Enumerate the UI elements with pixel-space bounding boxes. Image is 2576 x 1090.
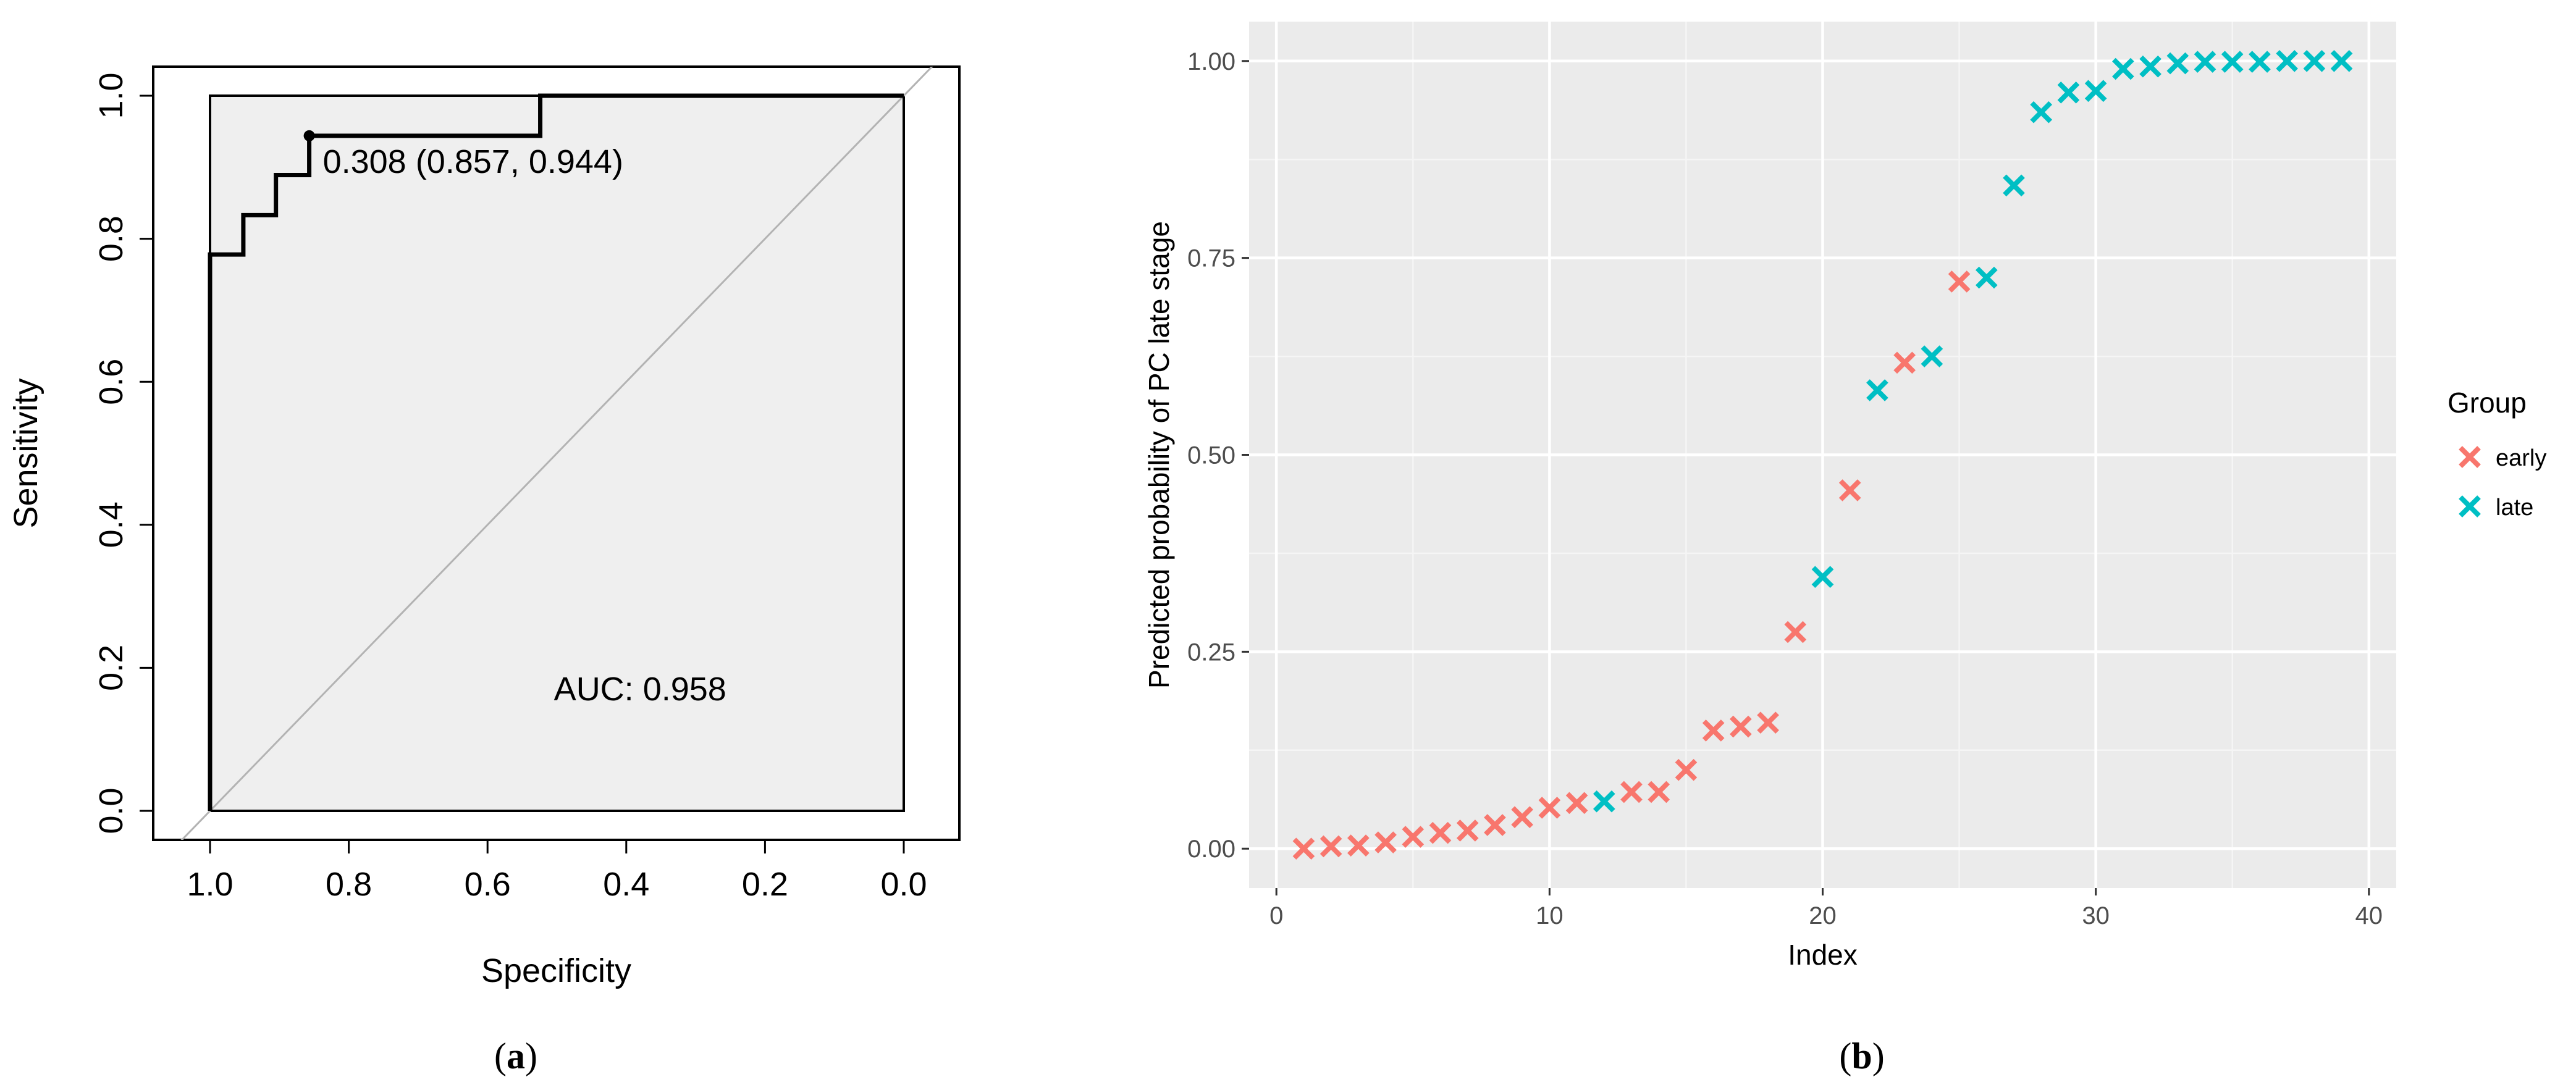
point-late xyxy=(1866,379,1888,401)
scatter-points xyxy=(1292,49,2353,860)
scatter-y-axis-title: Predicted probability of PC late stage xyxy=(1143,221,1175,689)
roc-plot-frame xyxy=(152,65,961,841)
point-late xyxy=(2003,174,2025,197)
scatter-x-axis-title: Index xyxy=(1788,939,1858,971)
point-early xyxy=(1456,820,1479,842)
point-late xyxy=(2330,49,2353,72)
roc-y-tick-label: 1.0 xyxy=(93,72,130,119)
roc-x-tick-label: 0.6 xyxy=(465,866,511,903)
point-late xyxy=(2276,49,2298,72)
point-late xyxy=(2030,101,2053,124)
point-late xyxy=(2166,52,2189,75)
point-late xyxy=(2057,81,2080,104)
point-late xyxy=(2112,57,2134,80)
legend-label: late xyxy=(2496,495,2533,521)
panel-a-caption: (a) xyxy=(494,1036,537,1076)
point-late xyxy=(1593,790,1615,813)
panel-b-caption: (b) xyxy=(1839,1036,1884,1076)
point-early xyxy=(1484,814,1506,836)
roc-y-axis-title: Sensitivity xyxy=(7,378,44,528)
scatter-x-axis: 0 10 20 30 40 xyxy=(1269,888,2383,929)
point-late xyxy=(1811,566,1834,589)
point-late xyxy=(1975,266,1998,289)
point-early xyxy=(1347,834,1370,857)
scatter-x-tick-label: 0 xyxy=(1269,902,1283,929)
point-late xyxy=(2084,80,2107,103)
point-early xyxy=(1893,351,1916,374)
legend-entry-early: early xyxy=(2459,445,2546,471)
legend-title: Group xyxy=(2448,387,2527,419)
point-early xyxy=(1402,826,1425,848)
roc-y-tick-label: 0.4 xyxy=(93,501,130,548)
point-early xyxy=(1565,792,1588,815)
scatter-x-tick-label: 30 xyxy=(2082,902,2110,929)
roc-y-tick-label: 0.6 xyxy=(93,359,130,405)
scatter-y-tick-label: 0.00 xyxy=(1187,836,1235,863)
point-late xyxy=(2194,51,2216,73)
legend-entry-late: late xyxy=(2459,495,2533,521)
scatter-x-tick-label: 40 xyxy=(2355,902,2383,929)
legend-key-late xyxy=(2459,495,2481,518)
point-early xyxy=(1292,837,1315,860)
scatter-x-tick-label: 20 xyxy=(1809,902,1837,929)
legend-label: early xyxy=(2496,445,2546,471)
point-early xyxy=(1730,715,1752,738)
point-late xyxy=(1921,345,1943,367)
point-early xyxy=(1675,758,1698,781)
point-early xyxy=(1757,711,1779,734)
point-early xyxy=(1620,781,1643,803)
roc-x-tick-label: 0.0 xyxy=(880,866,927,903)
point-late xyxy=(2139,55,2161,78)
legend-key-early xyxy=(2459,446,2481,468)
scatter-x-tick-label: 10 xyxy=(1536,902,1564,929)
point-early xyxy=(1948,270,1971,293)
point-early xyxy=(1374,831,1397,853)
roc-y-tick-label: 0.8 xyxy=(93,216,130,262)
roc-reference-diagonal xyxy=(180,67,933,840)
point-early xyxy=(1702,719,1725,742)
roc-x-axis-title: Specificity xyxy=(481,952,631,989)
roc-threshold-label: 0.308 (0.857, 0.944) xyxy=(323,143,623,180)
roc-auc-label: AUC: 0.958 xyxy=(554,671,726,708)
roc-threshold-point xyxy=(303,130,315,141)
roc-x-tick-label: 1.0 xyxy=(187,866,233,903)
scatter-y-tick-label: 1.00 xyxy=(1187,48,1235,75)
scatter-y-tick-label: 0.25 xyxy=(1187,639,1235,666)
scatter-legend: Group early late xyxy=(2448,387,2546,521)
roc-x-axis: 1.0 0.8 0.6 0.4 0.2 0.0 xyxy=(187,840,927,903)
point-late xyxy=(2221,51,2244,73)
roc-x-tick-label: 0.4 xyxy=(603,866,649,903)
probability-scatter-chart: 0 10 20 30 40 0.00 0.25 0.50 0.75 1.00 Index Pre… xyxy=(1143,22,2546,1076)
point-early xyxy=(1784,621,1807,644)
point-early xyxy=(1648,781,1670,803)
scatter-y-axis: 0.00 0.25 0.50 0.75 1.00 xyxy=(1187,48,1249,863)
scatter-y-tick-label: 0.75 xyxy=(1187,245,1235,272)
roc-y-tick-label: 0.0 xyxy=(93,787,130,834)
roc-y-tick-label: 0.2 xyxy=(93,645,130,691)
scatter-gridlines xyxy=(1249,22,2396,888)
point-early xyxy=(1838,479,1861,501)
point-early xyxy=(1429,821,1452,844)
roc-x-tick-label: 0.8 xyxy=(326,866,372,903)
scatter-y-tick-label: 0.50 xyxy=(1187,442,1235,469)
point-late xyxy=(2303,49,2326,72)
point-early xyxy=(1320,835,1342,858)
point-late xyxy=(2249,51,2271,73)
roc-curve xyxy=(208,93,904,811)
roc-chart: 0.308 (0.857, 0.944) AUC: 0.958 1.0 0.8 0.… xyxy=(7,65,961,1076)
roc-y-axis: 0.0 0.2 0.4 0.6 0.8 1.0 xyxy=(93,72,153,834)
roc-x-tick-label: 0.2 xyxy=(742,866,788,903)
point-early xyxy=(1538,797,1561,819)
point-early xyxy=(1511,806,1533,829)
